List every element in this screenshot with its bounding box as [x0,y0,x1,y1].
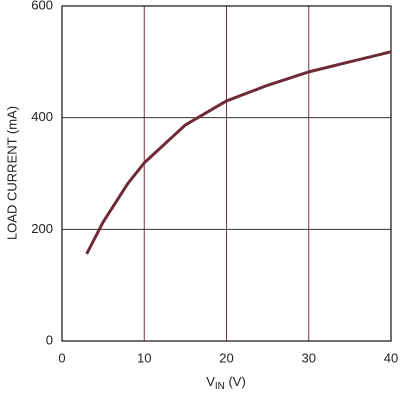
x-tick-label: 40 [384,350,398,365]
line-series [85,50,392,255]
x-axis-label: VIN (V) [206,374,246,391]
y-axis-label: LOAD CURRENT (mA) [4,106,19,240]
x-tick-label: 30 [302,350,316,365]
x-label-main: V [206,374,215,389]
x-tick-label: 20 [219,350,233,365]
y-tick-label: 400 [31,109,53,124]
x-tick-label: 0 [58,350,65,365]
y-tick-label: 200 [31,221,53,236]
y-tick-label: 600 [31,0,53,12]
x-label-rest: (V) [225,374,246,389]
x-tick-label: 10 [137,350,151,365]
plot-frame [61,5,392,342]
y-tick-label: 0 [46,332,53,347]
x-label-sub: IN [215,381,225,392]
